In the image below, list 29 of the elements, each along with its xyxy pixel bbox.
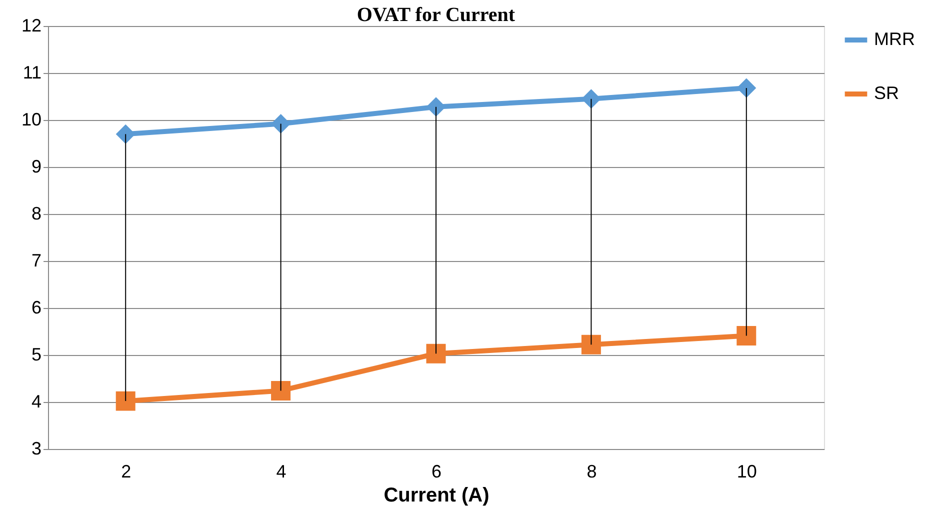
- y-tick-label: 4: [31, 392, 42, 412]
- point: [426, 344, 446, 364]
- point: [271, 380, 291, 400]
- x-tick-label: 8: [586, 462, 597, 482]
- x-tick-label: 6: [431, 462, 442, 482]
- point: [581, 89, 601, 109]
- x-axis-title: Current (A): [384, 484, 490, 506]
- point: [116, 124, 136, 144]
- y-tick-label: 12: [21, 16, 42, 36]
- point: [581, 334, 601, 354]
- point: [736, 326, 756, 346]
- y-tick-label: 9: [31, 156, 42, 176]
- x-tick-label: 2: [121, 462, 132, 482]
- point: [426, 97, 446, 117]
- legend-label: MRR: [874, 29, 915, 49]
- point: [116, 391, 136, 411]
- x-tick-label: 10: [736, 462, 757, 482]
- chart-title: OVAT for Current: [356, 4, 516, 26]
- point: [736, 78, 756, 98]
- y-tick-label: 5: [31, 344, 42, 364]
- y-tick-label: 6: [31, 298, 42, 318]
- y-tick-label: 10: [21, 110, 42, 130]
- y-tick-label: 7: [31, 250, 42, 270]
- y-tick-label: 3: [31, 438, 42, 458]
- y-tick-label: 8: [31, 204, 42, 224]
- legend-label: SR: [874, 83, 900, 103]
- x-tick-label: 4: [276, 462, 286, 482]
- point: [271, 114, 291, 134]
- y-tick-label: 11: [22, 62, 42, 82]
